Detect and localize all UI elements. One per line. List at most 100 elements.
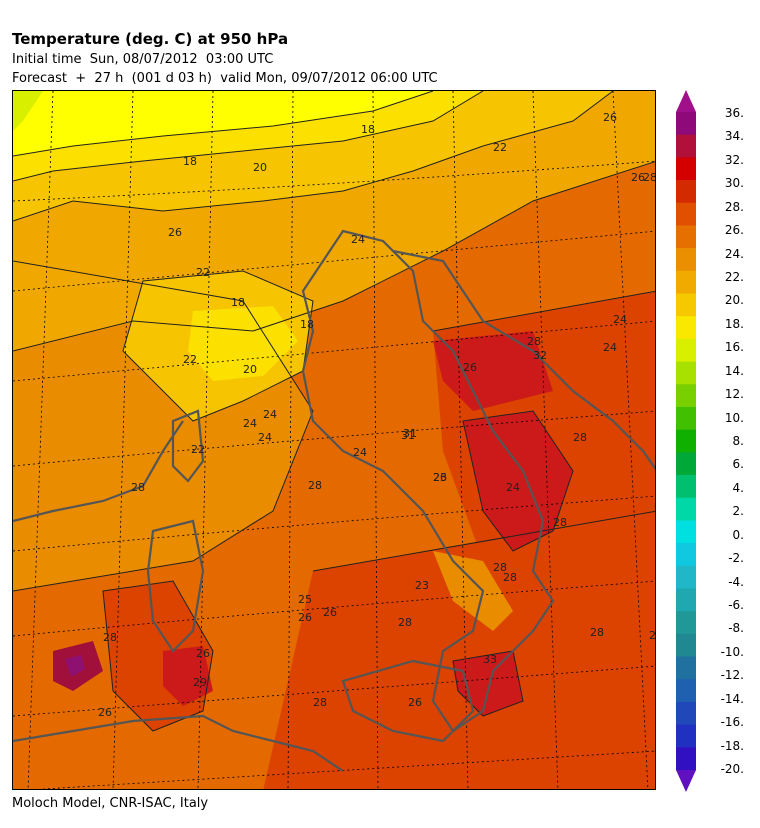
contour-label: 22 bbox=[493, 141, 507, 154]
contour-label: 26 bbox=[98, 706, 112, 719]
colorbar-tick-labels: 36. 34. 32. 30. 28. 26. 24. 22. 20. 18. 16. 14. 12. 1… bbox=[704, 0, 760, 828]
isotherm bbox=[13, 91, 434, 157]
contour-label: 28 bbox=[649, 629, 656, 642]
colorbar-tick: -16. bbox=[720, 715, 744, 730]
lon-line bbox=[612, 91, 649, 789]
field-26-adriatic bbox=[433, 551, 513, 631]
contour-label: 29 bbox=[193, 676, 207, 689]
coastline-italy bbox=[301, 229, 555, 733]
contour-label: 28 bbox=[527, 335, 541, 348]
contour-label: 24 bbox=[263, 408, 277, 421]
coastline-sicily bbox=[341, 659, 475, 743]
colorbar-tick: -14. bbox=[720, 691, 744, 706]
colorbar-cell bbox=[676, 701, 696, 726]
colorbar-tick: 0. bbox=[732, 527, 744, 542]
colorbar-tick: 12. bbox=[724, 387, 744, 402]
colorbar-cell bbox=[676, 520, 696, 544]
contour-label: 20 bbox=[253, 161, 267, 174]
isotherm bbox=[13, 161, 655, 352]
lon-line bbox=[532, 91, 559, 789]
colorbar-tick: 14. bbox=[724, 363, 744, 378]
contour-label: 24 bbox=[351, 233, 365, 246]
colorbar-cell bbox=[676, 588, 696, 612]
lat-line bbox=[13, 410, 655, 467]
colorbar-tick: 20. bbox=[724, 293, 744, 308]
lon-line bbox=[27, 91, 54, 789]
contour-label: 28 bbox=[103, 631, 117, 644]
contour-label: 26 bbox=[603, 111, 617, 124]
colorbar-cell bbox=[676, 225, 696, 249]
contour-label: 18 bbox=[231, 296, 245, 309]
colorbar-tick: -2. bbox=[728, 551, 744, 566]
field-30-south bbox=[263, 511, 655, 789]
colorbar-cell bbox=[676, 452, 696, 476]
isotherm bbox=[13, 91, 484, 182]
contour-label: 18 bbox=[183, 155, 197, 168]
coastline-corsica bbox=[171, 409, 205, 483]
colorbar-cell bbox=[676, 338, 696, 363]
colorbar-cell bbox=[676, 543, 696, 567]
contour-label: 25 bbox=[298, 593, 312, 606]
isotherm bbox=[452, 650, 524, 717]
colorbar-cell bbox=[676, 656, 696, 680]
contour-label: 31 bbox=[401, 429, 415, 442]
colorbar-tick: 18. bbox=[724, 316, 744, 331]
coastlines bbox=[13, 229, 655, 772]
lat-line bbox=[13, 160, 655, 202]
color-scale-bar bbox=[676, 90, 696, 792]
contour-label: 28 bbox=[308, 479, 322, 492]
contour-label: 24 bbox=[603, 341, 617, 354]
contour-label: 20 bbox=[243, 363, 257, 376]
contour-label: 24 bbox=[506, 481, 520, 494]
colorbar-cell bbox=[676, 429, 696, 453]
colorbar-tick: 8. bbox=[732, 434, 744, 448]
lon-line bbox=[287, 91, 294, 789]
model-credit: Moloch Model, CNR-ISAC, Italy bbox=[12, 796, 209, 811]
colorbar-cell bbox=[676, 293, 696, 317]
colorbar-tick: 36. bbox=[724, 106, 744, 120]
colorbar-tick: 34. bbox=[724, 129, 744, 144]
colorbar-cell bbox=[676, 202, 696, 226]
contour-label: 28 bbox=[493, 561, 507, 574]
colorbar-cell bbox=[676, 565, 696, 589]
contour-label: 24 bbox=[243, 417, 257, 430]
field-32-balkan bbox=[433, 331, 553, 411]
lat-line bbox=[13, 665, 655, 717]
colorbar-tick: 22. bbox=[724, 270, 744, 284]
colorbar-tick: 26. bbox=[724, 223, 744, 238]
contour-label: 23 bbox=[415, 579, 429, 592]
contour-label: 26 bbox=[323, 606, 337, 619]
colorbar-tick: -18. bbox=[720, 738, 744, 753]
colorbar-tick: -12. bbox=[720, 668, 744, 683]
colorbar-cell bbox=[676, 611, 696, 635]
lat-line bbox=[13, 495, 655, 552]
contour-label: 31 bbox=[403, 427, 417, 440]
colorbar-top-arrow bbox=[676, 90, 696, 112]
contour-label: 28 bbox=[313, 696, 327, 709]
colorbar-cell bbox=[676, 475, 696, 499]
colorbar-cell bbox=[676, 157, 696, 181]
isotherm bbox=[122, 270, 314, 422]
contour-label: 26 bbox=[463, 361, 477, 374]
colorbar-cell bbox=[676, 112, 696, 136]
colorbar-tick: 24. bbox=[724, 246, 744, 261]
isotherm bbox=[312, 510, 655, 572]
isotherms bbox=[13, 91, 655, 732]
contour-label: 28 bbox=[503, 571, 517, 584]
coastline-france-spain bbox=[13, 420, 184, 523]
colorbar-cell bbox=[676, 361, 696, 385]
contour-label: 28 bbox=[590, 626, 604, 639]
colorbar-tick: -8. bbox=[728, 621, 744, 636]
colorbar-bottom-arrow bbox=[676, 770, 696, 792]
colorbar-tick: -6. bbox=[728, 598, 744, 612]
contour-label: 26 bbox=[298, 611, 312, 624]
contour-label: 24 bbox=[353, 446, 367, 459]
colorbar-cell bbox=[676, 679, 696, 703]
colorbar-cell bbox=[676, 747, 696, 771]
graticule bbox=[13, 91, 655, 789]
colorbar-cell bbox=[676, 316, 696, 340]
colorbar-tick: 10. bbox=[724, 410, 744, 425]
colorbar-tick: 6. bbox=[732, 457, 744, 472]
colorbar-tick: -10. bbox=[720, 644, 744, 659]
lat-line bbox=[13, 230, 655, 292]
